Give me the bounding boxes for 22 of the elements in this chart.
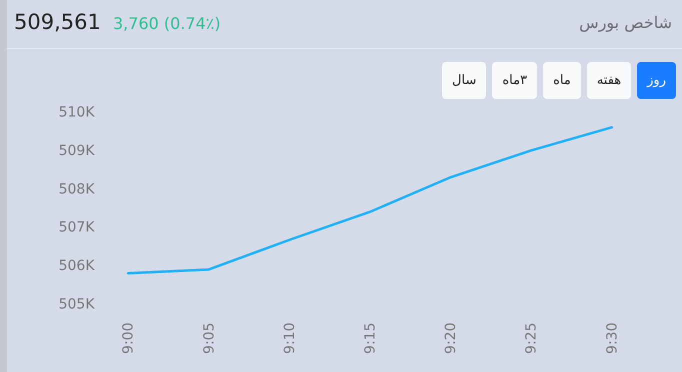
y-tick-label: 508K bbox=[58, 181, 96, 198]
text: روز bbox=[637, 62, 676, 99]
text: ۳ماه bbox=[492, 62, 538, 99]
x-tick-label: 9:10 bbox=[282, 322, 298, 354]
text: سال bbox=[442, 62, 486, 99]
y-tick-label: 506K bbox=[58, 258, 96, 274]
line-series bbox=[126, 126, 614, 275]
x-tick-label: 9:30 bbox=[604, 322, 620, 354]
x-tick-label: 9:00 bbox=[120, 322, 137, 354]
chart-title: شاخص بورس bbox=[579, 13, 672, 32]
x-tick-label: 9:05 bbox=[201, 322, 218, 354]
text: هفته bbox=[586, 62, 632, 99]
y-tick-label: 510K bbox=[58, 104, 96, 120]
text: 509,561 bbox=[14, 10, 101, 34]
y-tick-label: 509K bbox=[58, 142, 96, 159]
text: ماه bbox=[543, 62, 581, 99]
x-tick-label: 9:20 bbox=[443, 322, 460, 354]
x-tick-label: 9:15 bbox=[362, 322, 378, 354]
x-tick-label: 9:25 bbox=[524, 322, 540, 354]
y-tick-label: 507K bbox=[58, 220, 96, 236]
text: 3,760 (0.74٪) bbox=[113, 14, 221, 33]
y-tick-label: 505K bbox=[58, 296, 96, 312]
